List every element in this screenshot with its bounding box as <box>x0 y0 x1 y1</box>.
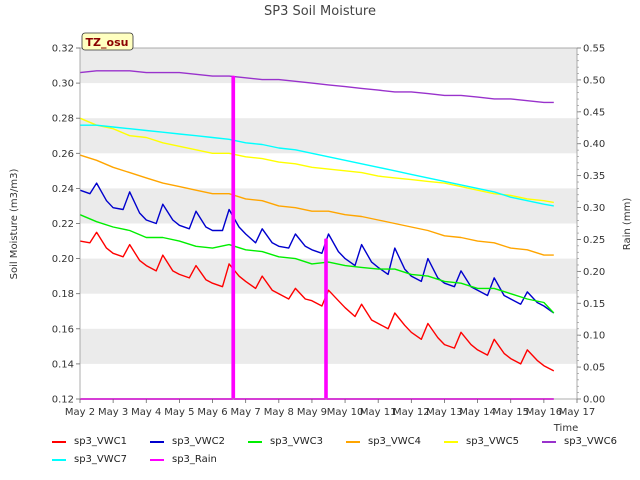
series-line-sp3_VWC3 <box>79 214 555 314</box>
legend-swatch <box>52 440 66 443</box>
legend-item: sp3_VWC3 <box>248 436 323 447</box>
legend-item: sp3_VWC5 <box>444 436 519 447</box>
series-line-sp3_VWC1 <box>79 231 555 372</box>
y-tick-label: 0.24 <box>52 184 74 195</box>
legend-label: sp3_VWC1 <box>74 436 127 447</box>
y-tick-label: 0.18 <box>52 289 74 300</box>
y2-tick-label: 0.10 <box>583 331 605 342</box>
x-tick-label: May 14 <box>459 407 496 418</box>
y-tick-label: 0.12 <box>52 395 74 406</box>
site-tag: TZ_osu <box>81 32 134 51</box>
legend-swatch <box>150 458 164 461</box>
legend-label: sp3_VWC3 <box>270 436 323 447</box>
y2-tick-label: 0.30 <box>583 203 605 214</box>
legend-label: sp3_VWC7 <box>74 454 127 465</box>
series-line-sp3_VWC5 <box>79 117 554 204</box>
x-tick-label: May 11 <box>360 407 397 418</box>
legend-swatch <box>150 440 164 443</box>
y2-axis-title: Rain (mm) <box>622 198 633 251</box>
x-axis-ticks: May 2 May 3 May 4 May 5 May 6 May 7 May 8 May 9… <box>65 399 595 418</box>
grid-bands <box>80 48 577 364</box>
y2-tick-label: 0.25 <box>583 235 605 246</box>
x-tick-label: May 10 <box>327 407 364 418</box>
y2-tick-label: 0.15 <box>583 299 605 310</box>
y2-tick-label: 0.05 <box>583 363 605 374</box>
x-tick-label: May 3 <box>98 407 128 418</box>
y-tick-label: 0.28 <box>52 114 74 125</box>
x-tick-label: May 8 <box>264 407 294 418</box>
y-tick-label: 0.26 <box>52 149 74 160</box>
legend-label: sp3_VWC5 <box>466 436 519 447</box>
y-tick-label: 0.16 <box>52 324 74 335</box>
legend-item: sp3_VWC6 <box>542 436 617 447</box>
legend-swatch <box>52 458 66 461</box>
y2-axis-ticks: 0.00 0.05 0.10 0.15 0.20 0.25 0.30 0.35 0.40 0.45… <box>577 44 605 406</box>
grid-band <box>80 258 577 294</box>
legend-item: sp3_VWC4 <box>346 436 421 447</box>
y-tick-label: 0.20 <box>52 254 74 265</box>
legend-item: sp3_VWC7 <box>52 454 127 465</box>
legend-swatch <box>248 440 262 443</box>
grid-band <box>80 48 577 84</box>
site-tag-label: TZ_osu <box>86 36 129 49</box>
chart-title: SP3 Soil Moisture <box>264 4 376 19</box>
x-tick-label: May 12 <box>393 407 430 418</box>
legend-label: sp3_VWC4 <box>368 436 421 447</box>
x-tick-label: May 9 <box>297 407 327 418</box>
series-lines <box>79 70 555 400</box>
x-tick-label: May 2 <box>65 407 95 418</box>
y2-tick-label: 0.00 <box>583 395 605 406</box>
legend-item: sp3_Rain <box>150 454 217 465</box>
y-tick-label: 0.22 <box>52 219 74 230</box>
y-axis-title: Soil Moisture (m3/m3) <box>9 169 20 280</box>
x-tick-label: May 6 <box>197 407 227 418</box>
y2-tick-label: 0.20 <box>583 267 605 278</box>
legend-label: sp3_Rain <box>172 454 217 465</box>
x-tick-label: May 15 <box>492 407 529 418</box>
y2-tick-label: 0.45 <box>583 107 605 118</box>
grid-band <box>80 118 577 154</box>
site-tag-box <box>81 32 134 51</box>
y-tick-label: 0.32 <box>52 44 74 55</box>
y2-tick-label: 0.50 <box>583 75 605 86</box>
legend-swatch <box>346 440 360 443</box>
x-tick-label: May 17 <box>559 407 596 418</box>
legend-swatch <box>444 440 458 443</box>
legend-swatch <box>542 440 556 443</box>
series-line-sp3_VWC4 <box>79 154 554 256</box>
y2-tick-label: 0.35 <box>583 171 605 182</box>
legend-item: sp3_VWC2 <box>150 436 225 447</box>
series-line-sp3_VWC6 <box>79 70 554 104</box>
x-axis-title: Time <box>553 423 578 434</box>
y-tick-label: 0.14 <box>52 359 74 370</box>
y2-tick-label: 0.40 <box>583 139 605 150</box>
series-line-sp3_VWC2 <box>79 182 555 314</box>
x-tick-label: May 16 <box>526 407 563 418</box>
x-tick-label: May 7 <box>231 407 261 418</box>
y-tick-label: 0.30 <box>52 79 74 90</box>
legend-item: sp3_VWC1 <box>52 436 127 447</box>
x-tick-label: May 13 <box>426 407 463 418</box>
x-tick-label: May 4 <box>131 407 161 418</box>
y-axis-ticks: 0.12 0.14 0.16 0.18 0.20 0.22 0.24 0.26 0.28 0.30… <box>52 44 80 406</box>
legend-label: sp3_VWC2 <box>172 436 225 447</box>
y2-tick-label: 0.55 <box>583 44 605 55</box>
x-tick-label: May 5 <box>164 407 194 418</box>
legend-label: sp3_VWC6 <box>564 436 617 447</box>
grid-band <box>80 188 577 224</box>
series-line-sp3_VWC7 <box>80 124 554 207</box>
grid-band <box>80 328 577 364</box>
